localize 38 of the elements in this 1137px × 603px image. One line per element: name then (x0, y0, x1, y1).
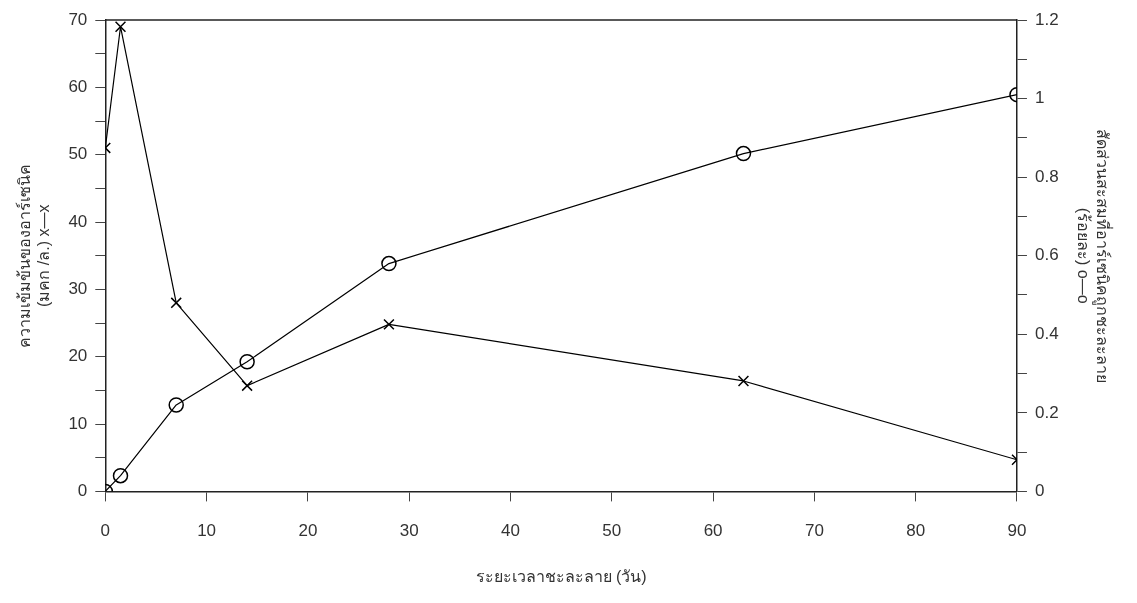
y-tick-label: 60 (68, 77, 88, 97)
x-tick-label: 60 (703, 521, 723, 541)
point (737, 375, 750, 387)
point (112, 467, 129, 484)
y-tick-label: 40 (68, 211, 88, 231)
x-tick-label: 30 (399, 521, 419, 541)
x-tick-label: 70 (804, 521, 824, 541)
x-tick-label: 80 (906, 521, 926, 541)
x-tick-label: 0 (100, 521, 111, 541)
x-axis-title: ระยะเวลาชะละลาย (วัน) (475, 567, 647, 585)
y-tick-label: 0 (77, 481, 88, 501)
point (170, 297, 182, 309)
point (735, 145, 752, 162)
point (241, 379, 253, 392)
x-tick-label: 10 (197, 521, 217, 541)
y-tick-label: 70 (68, 9, 88, 29)
y-axis-title: ความเข้มข้นของอาร์เซนิค (มคก /ล.) x—x (15, 163, 53, 348)
y2-tick-label: 1.2 (1034, 9, 1059, 29)
y2-tick-label: 0 (1034, 481, 1045, 501)
y2-tick-label: 0.8 (1034, 166, 1059, 186)
x-tick-label: 90 (1007, 521, 1027, 541)
y2-axis-title: สัดส่วนสะสมที่อาร์เซนิคถูกชะละลาย (ร้อยละ) o—o (1074, 128, 1114, 383)
y-tick-label: 50 (68, 144, 88, 164)
y2-tick-label: 1 (1034, 88, 1045, 108)
y2-tick-label: 0.2 (1034, 402, 1059, 422)
x-tick-label: 50 (602, 521, 622, 541)
y-tick-label: 10 (68, 413, 88, 433)
point (168, 397, 184, 413)
point (239, 354, 255, 370)
point (114, 21, 127, 33)
point (383, 318, 395, 331)
x-tick-label: 20 (298, 521, 318, 541)
y-tick-label: 20 (68, 346, 88, 366)
y2-tick-label: 0.4 (1034, 323, 1059, 343)
point (381, 255, 397, 272)
y2-tick-label: 0.6 (1034, 245, 1059, 265)
x-tick-label: 40 (501, 521, 520, 541)
y-tick-label: 30 (68, 279, 88, 299)
